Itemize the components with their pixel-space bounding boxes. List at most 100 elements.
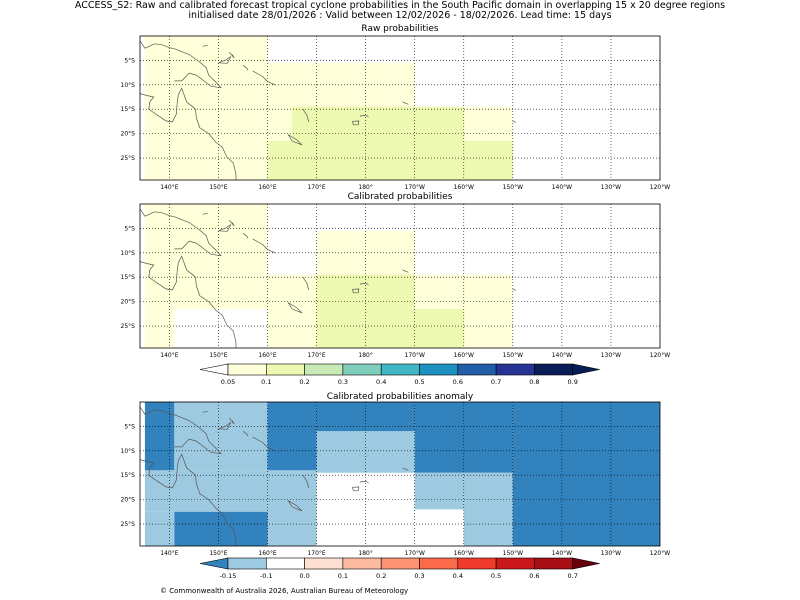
colorbar-tick-label: 0.7 — [568, 572, 578, 580]
longitude-tick-label: 160°W — [454, 550, 474, 557]
coastline — [302, 109, 310, 122]
longitude-tick-label: 160°W — [454, 184, 474, 191]
longitude-tick-label: 160°W — [454, 352, 474, 359]
colorbar-tick-label: 0.3 — [414, 572, 424, 580]
longitude-tick-label: 140°W — [552, 184, 572, 191]
map-frame — [139, 401, 661, 547]
coastline — [287, 500, 303, 512]
longitude-tick-label: 140°E — [160, 352, 178, 359]
colorbar-tick-label: 0.05 — [221, 378, 235, 386]
latitude-tick-label: 10°S — [121, 250, 136, 257]
coastline — [174, 48, 222, 89]
coastline — [174, 216, 222, 257]
longitude-tick-label: 120°W — [650, 352, 670, 359]
copyright-notice: © Commonwealth of Australia 2026, Austra… — [160, 587, 409, 595]
coastline — [359, 114, 369, 118]
coastline — [359, 282, 369, 286]
colorbar-segment — [495, 557, 535, 570]
coastline — [140, 255, 237, 348]
longitude-tick-label: 150°E — [209, 184, 227, 191]
coastline — [352, 120, 360, 126]
latitude-tick-label: 20°S — [121, 497, 136, 504]
longitude-tick-label: 170°W — [405, 184, 425, 191]
coastline — [140, 453, 237, 546]
latitude-tick-label: 15°S — [121, 472, 136, 479]
coastline — [252, 436, 276, 452]
longitude-tick-label: 170°E — [307, 352, 325, 359]
latitude-tick-label: 5°S — [124, 57, 135, 64]
coastline — [402, 269, 409, 273]
colorbar-tick-label: 0.6 — [453, 378, 463, 386]
map-frame — [139, 203, 661, 349]
longitude-tick-label: 170°W — [405, 550, 425, 557]
coastline — [352, 486, 360, 492]
coastline — [140, 87, 237, 180]
panel-title-raw: Raw probabilities — [361, 24, 439, 34]
figure-title-line2: initialised date 28/01/2026 : Valid betw… — [188, 10, 612, 21]
probability-cell — [463, 140, 513, 180]
longitude-tick-label: 140°E — [160, 550, 178, 557]
coastline — [229, 417, 235, 425]
map-area — [140, 204, 660, 348]
probability-cell — [316, 274, 415, 348]
probability-cell — [174, 511, 273, 546]
latitude-tick-label: 25°S — [121, 521, 136, 528]
colorbar-tick-label: -0.1 — [260, 572, 273, 580]
coastline — [287, 302, 303, 314]
latitude-tick-label: 25°S — [121, 155, 136, 162]
probability-cell — [414, 274, 464, 309]
coastline — [242, 233, 249, 239]
colorbar-tick-label: 0.0 — [299, 572, 309, 580]
coastline — [229, 51, 235, 59]
coastline — [512, 486, 516, 489]
longitude-tick-label: 170°E — [307, 184, 325, 191]
latitude-tick-label: 10°S — [121, 82, 136, 89]
coastline — [252, 70, 276, 86]
longitude-tick-label: 140°W — [552, 550, 572, 557]
colorbar-segment — [227, 557, 267, 570]
longitude-tick-label: 140°E — [160, 184, 178, 191]
coastline — [359, 480, 369, 484]
coastline — [302, 475, 310, 488]
latitude-tick-label: 5°S — [124, 423, 135, 430]
map-area — [140, 402, 660, 546]
coastline — [402, 101, 409, 105]
colorbar-segment — [534, 557, 574, 570]
longitude-tick-label: 120°W — [650, 184, 670, 191]
colorbar-segment — [419, 557, 459, 570]
map-area — [140, 36, 660, 180]
coastline — [202, 410, 208, 413]
longitude-tick-label: 140°W — [552, 352, 572, 359]
latitude-tick-label: 20°S — [121, 299, 136, 306]
colorbar-extend-right — [572, 363, 600, 376]
coastline — [352, 288, 360, 294]
colorbar-tick-label: 0.7 — [491, 378, 501, 386]
longitude-tick-label: 130°W — [601, 184, 621, 191]
probability-cell — [463, 106, 513, 141]
latitude-tick-label: 25°S — [121, 323, 136, 330]
probability-cell — [267, 470, 317, 546]
longitude-tick-label: 150°W — [503, 352, 523, 359]
coastline — [202, 44, 208, 47]
colorbar-tick-label: 0.9 — [568, 378, 578, 386]
longitude-tick-label: 130°W — [601, 352, 621, 359]
latitude-tick-label: 15°S — [121, 106, 136, 113]
colorbar-tick-label: 0.4 — [453, 572, 463, 580]
colorbar-extend-right — [572, 557, 600, 570]
latitude-tick-label: 20°S — [121, 131, 136, 138]
probability-cell — [414, 402, 513, 473]
probability-cell — [292, 106, 366, 180]
latitude-tick-label: 10°S — [121, 448, 136, 455]
coastline — [512, 288, 516, 291]
panel-title-calibrated: Calibrated probabilities — [347, 192, 453, 202]
colorbar-tick-label: 0.2 — [299, 378, 309, 386]
probability-cell — [414, 308, 464, 348]
coastline — [174, 414, 222, 455]
longitude-tick-label: 160°E — [258, 352, 276, 359]
probability-cell — [267, 140, 293, 180]
longitude-tick-label: 130°W — [601, 550, 621, 557]
longitude-tick-label: 180° — [358, 352, 372, 359]
probability-cell — [365, 106, 464, 180]
